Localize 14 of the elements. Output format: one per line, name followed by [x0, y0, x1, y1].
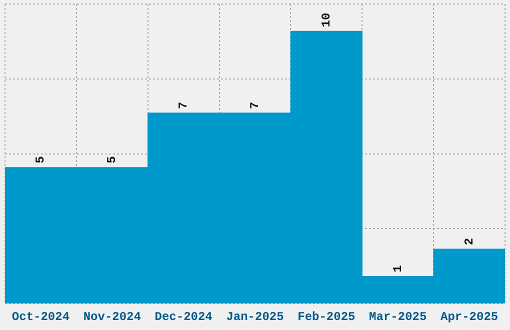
x-tick-label: Oct-2024 [12, 310, 70, 324]
data-label: 10 [319, 12, 334, 28]
x-tick-label: Nov-2024 [83, 310, 141, 324]
data-label: 5 [34, 156, 48, 164]
data-label: 7 [176, 102, 191, 109]
x-tick-label: Jan-2025 [226, 310, 284, 324]
x-tick-label: Apr-2025 [440, 310, 498, 324]
x-tick-label: Feb-2025 [298, 310, 356, 324]
data-label: 2 [462, 238, 476, 246]
data-label: 1 [390, 265, 405, 272]
data-label: 5 [105, 156, 120, 164]
x-tick-label: Mar-2025 [369, 310, 427, 324]
x-tick-label: Dec-2024 [154, 310, 212, 324]
data-label: 7 [248, 102, 262, 109]
